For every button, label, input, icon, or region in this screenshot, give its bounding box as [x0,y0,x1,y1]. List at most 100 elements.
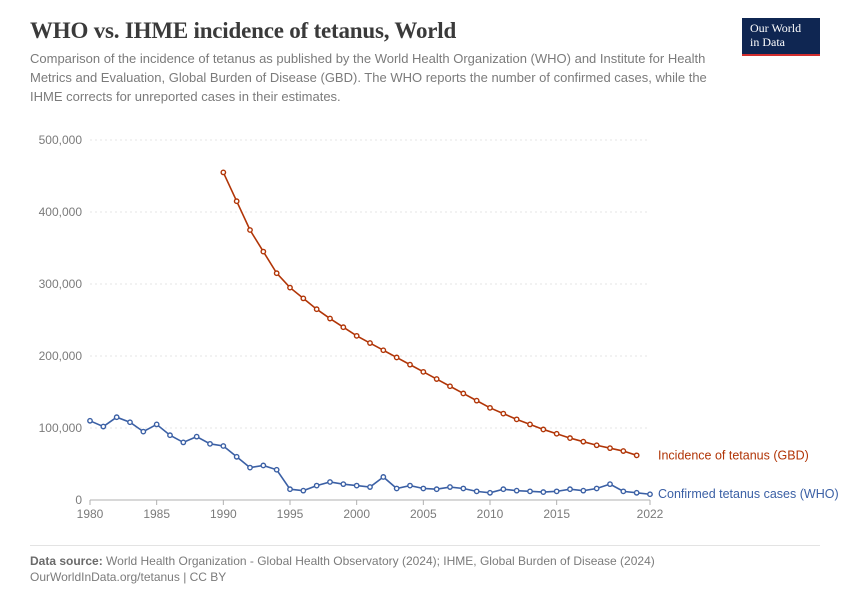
y-tick-label: 300,000 [39,277,83,291]
series-point-who [528,489,532,493]
chart-gridlines [90,140,650,428]
series-point-who [474,489,478,493]
series-point-who [101,424,105,428]
series-point-who [608,482,612,486]
series-point-gbd [541,427,545,431]
y-tick-label: 0 [75,493,82,507]
series-point-who [88,419,92,423]
y-tick-label: 100,000 [39,421,83,435]
series-point-who [541,490,545,494]
series-point-gbd [528,422,532,426]
series-point-gbd [408,362,412,366]
series-point-who [221,444,225,448]
series-point-gbd [474,398,478,402]
series-point-who [648,492,652,496]
x-tick-label: 2022 [637,507,664,521]
series-point-who [594,486,598,490]
series-point-who [208,442,212,446]
series-point-gbd [368,341,372,345]
series-point-who [461,486,465,490]
series-point-who [274,468,278,472]
series-point-who [128,420,132,424]
chart-title: WHO vs. IHME incidence of tetanus, World [30,18,820,44]
series-line-who [90,417,650,494]
logo-line-1: Our World [750,22,812,36]
series-point-gbd [394,355,398,359]
series-point-who [194,434,198,438]
series-point-gbd [621,449,625,453]
chart-header: WHO vs. IHME incidence of tetanus, World… [0,0,850,107]
series-point-who [328,480,332,484]
series-point-who [248,465,252,469]
x-tick-label: 1990 [210,507,237,521]
series-point-who [141,429,145,433]
series-point-gbd [488,406,492,410]
series-point-gbd [608,446,612,450]
y-tick-label: 200,000 [39,349,83,363]
series-point-who [488,491,492,495]
series-point-who [114,415,118,419]
series-point-who [341,482,345,486]
series-point-gbd [554,432,558,436]
series-point-gbd [421,370,425,374]
series-point-gbd [634,453,638,457]
series-point-gbd [594,443,598,447]
series-point-who [234,455,238,459]
series-point-who [394,486,398,490]
series-point-who [581,488,585,492]
series-line-gbd [223,172,636,455]
source-prefix: Data source: [30,554,103,568]
series-point-who [514,488,518,492]
series-point-who [421,486,425,490]
line-chart-svg: 0100,000200,000300,000400,000500,0001980… [30,130,820,530]
series-point-gbd [221,170,225,174]
x-tick-label: 1980 [77,507,104,521]
series-point-gbd [301,296,305,300]
series-point-gbd [234,199,238,203]
x-tick-label: 1985 [143,507,170,521]
logo-line-2: in Data [750,36,812,50]
series-point-gbd [354,334,358,338]
series-point-gbd [434,377,438,381]
chart-area: 0100,000200,000300,000400,000500,0001980… [30,130,820,530]
series-point-gbd [314,307,318,311]
data-source-line: Data source: World Health Organization -… [30,554,820,568]
x-tick-label: 2000 [343,507,370,521]
series-point-who [448,485,452,489]
series-point-who [381,475,385,479]
series-label-who: Confirmed tetanus cases (WHO) [658,487,839,501]
series-point-who [181,440,185,444]
series-point-who [261,463,265,467]
series-point-gbd [248,228,252,232]
y-tick-label: 400,000 [39,205,83,219]
series-label-gbd: Incidence of tetanus (GBD) [658,448,809,462]
series-point-who [634,491,638,495]
x-tick-label: 2015 [543,507,570,521]
series-point-who [301,488,305,492]
series-point-who [554,489,558,493]
series-point-gbd [328,316,332,320]
series-point-gbd [568,436,572,440]
series-point-who [568,487,572,491]
x-tick-label: 2005 [410,507,437,521]
series-point-who [408,483,412,487]
series-point-gbd [581,439,585,443]
series-point-gbd [381,348,385,352]
series-point-who [501,487,505,491]
series-point-gbd [461,391,465,395]
series-point-gbd [514,417,518,421]
series-point-who [368,485,372,489]
series-point-who [354,483,358,487]
series-point-who [288,487,292,491]
series-gbd [221,170,639,457]
series-who [88,415,652,496]
source-text: World Health Organization - Global Healt… [103,554,655,568]
chart-subtitle: Comparison of the incidence of tetanus a… [30,50,710,107]
series-point-gbd [288,285,292,289]
series-point-who [434,487,438,491]
series-point-gbd [501,411,505,415]
series-point-gbd [341,325,345,329]
x-tick-label: 2010 [477,507,504,521]
x-tick-label: 1995 [277,507,304,521]
series-point-who [621,489,625,493]
